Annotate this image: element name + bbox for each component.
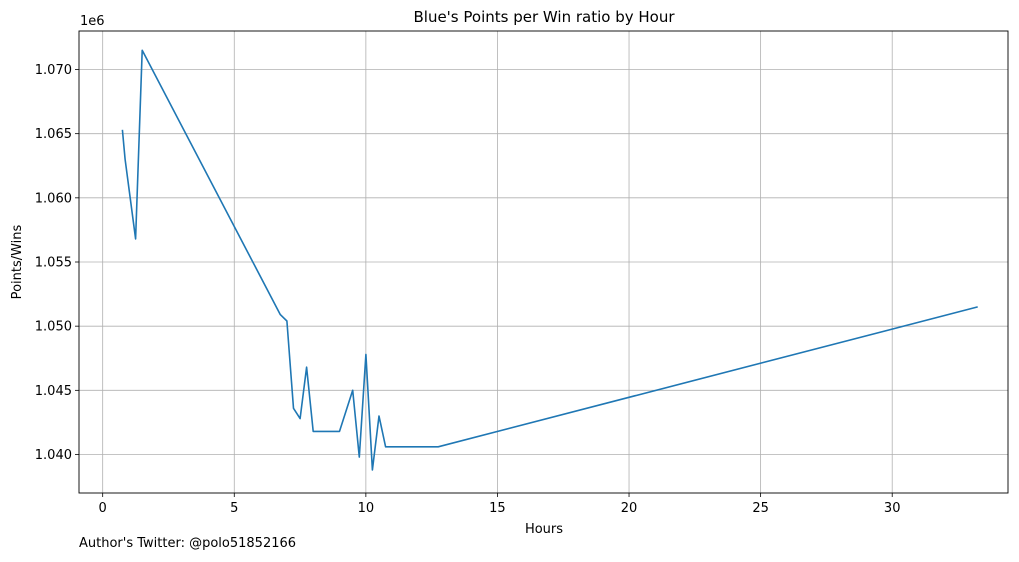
grid [79, 31, 1008, 493]
x-axis-label: Hours [525, 522, 563, 537]
y-tick-label: 1.040 [35, 448, 72, 463]
y-tick-label: 1.065 [35, 127, 72, 142]
series-line [121, 49, 978, 471]
x-tick-label: 30 [884, 501, 901, 516]
y-tick-label: 1.070 [35, 63, 72, 78]
ticks: 0 5 10 15 20 25 30 1.040 1.045 1.050 1.055 1.060 1.0… [35, 63, 901, 516]
x-tick-label: 10 [358, 501, 375, 516]
y-offset-label: 1e6 [80, 14, 105, 29]
y-tick-label: 1.055 [35, 256, 72, 271]
x-tick-label: 5 [230, 501, 238, 516]
x-tick-label: 15 [489, 501, 506, 516]
y-tick-label: 1.050 [35, 320, 72, 335]
chart-title: Blue's Points per Win ratio by Hour [413, 8, 675, 26]
author-credit: Author's Twitter: @polo51852166 [79, 536, 297, 551]
y-tick-label: 1.060 [35, 191, 72, 206]
x-tick-label: 20 [621, 501, 638, 516]
x-tick-label: 0 [99, 501, 107, 516]
y-tick-label: 1.045 [35, 384, 72, 399]
y-axis-label: Points/Wins [10, 224, 25, 299]
x-tick-label: 25 [752, 501, 769, 516]
